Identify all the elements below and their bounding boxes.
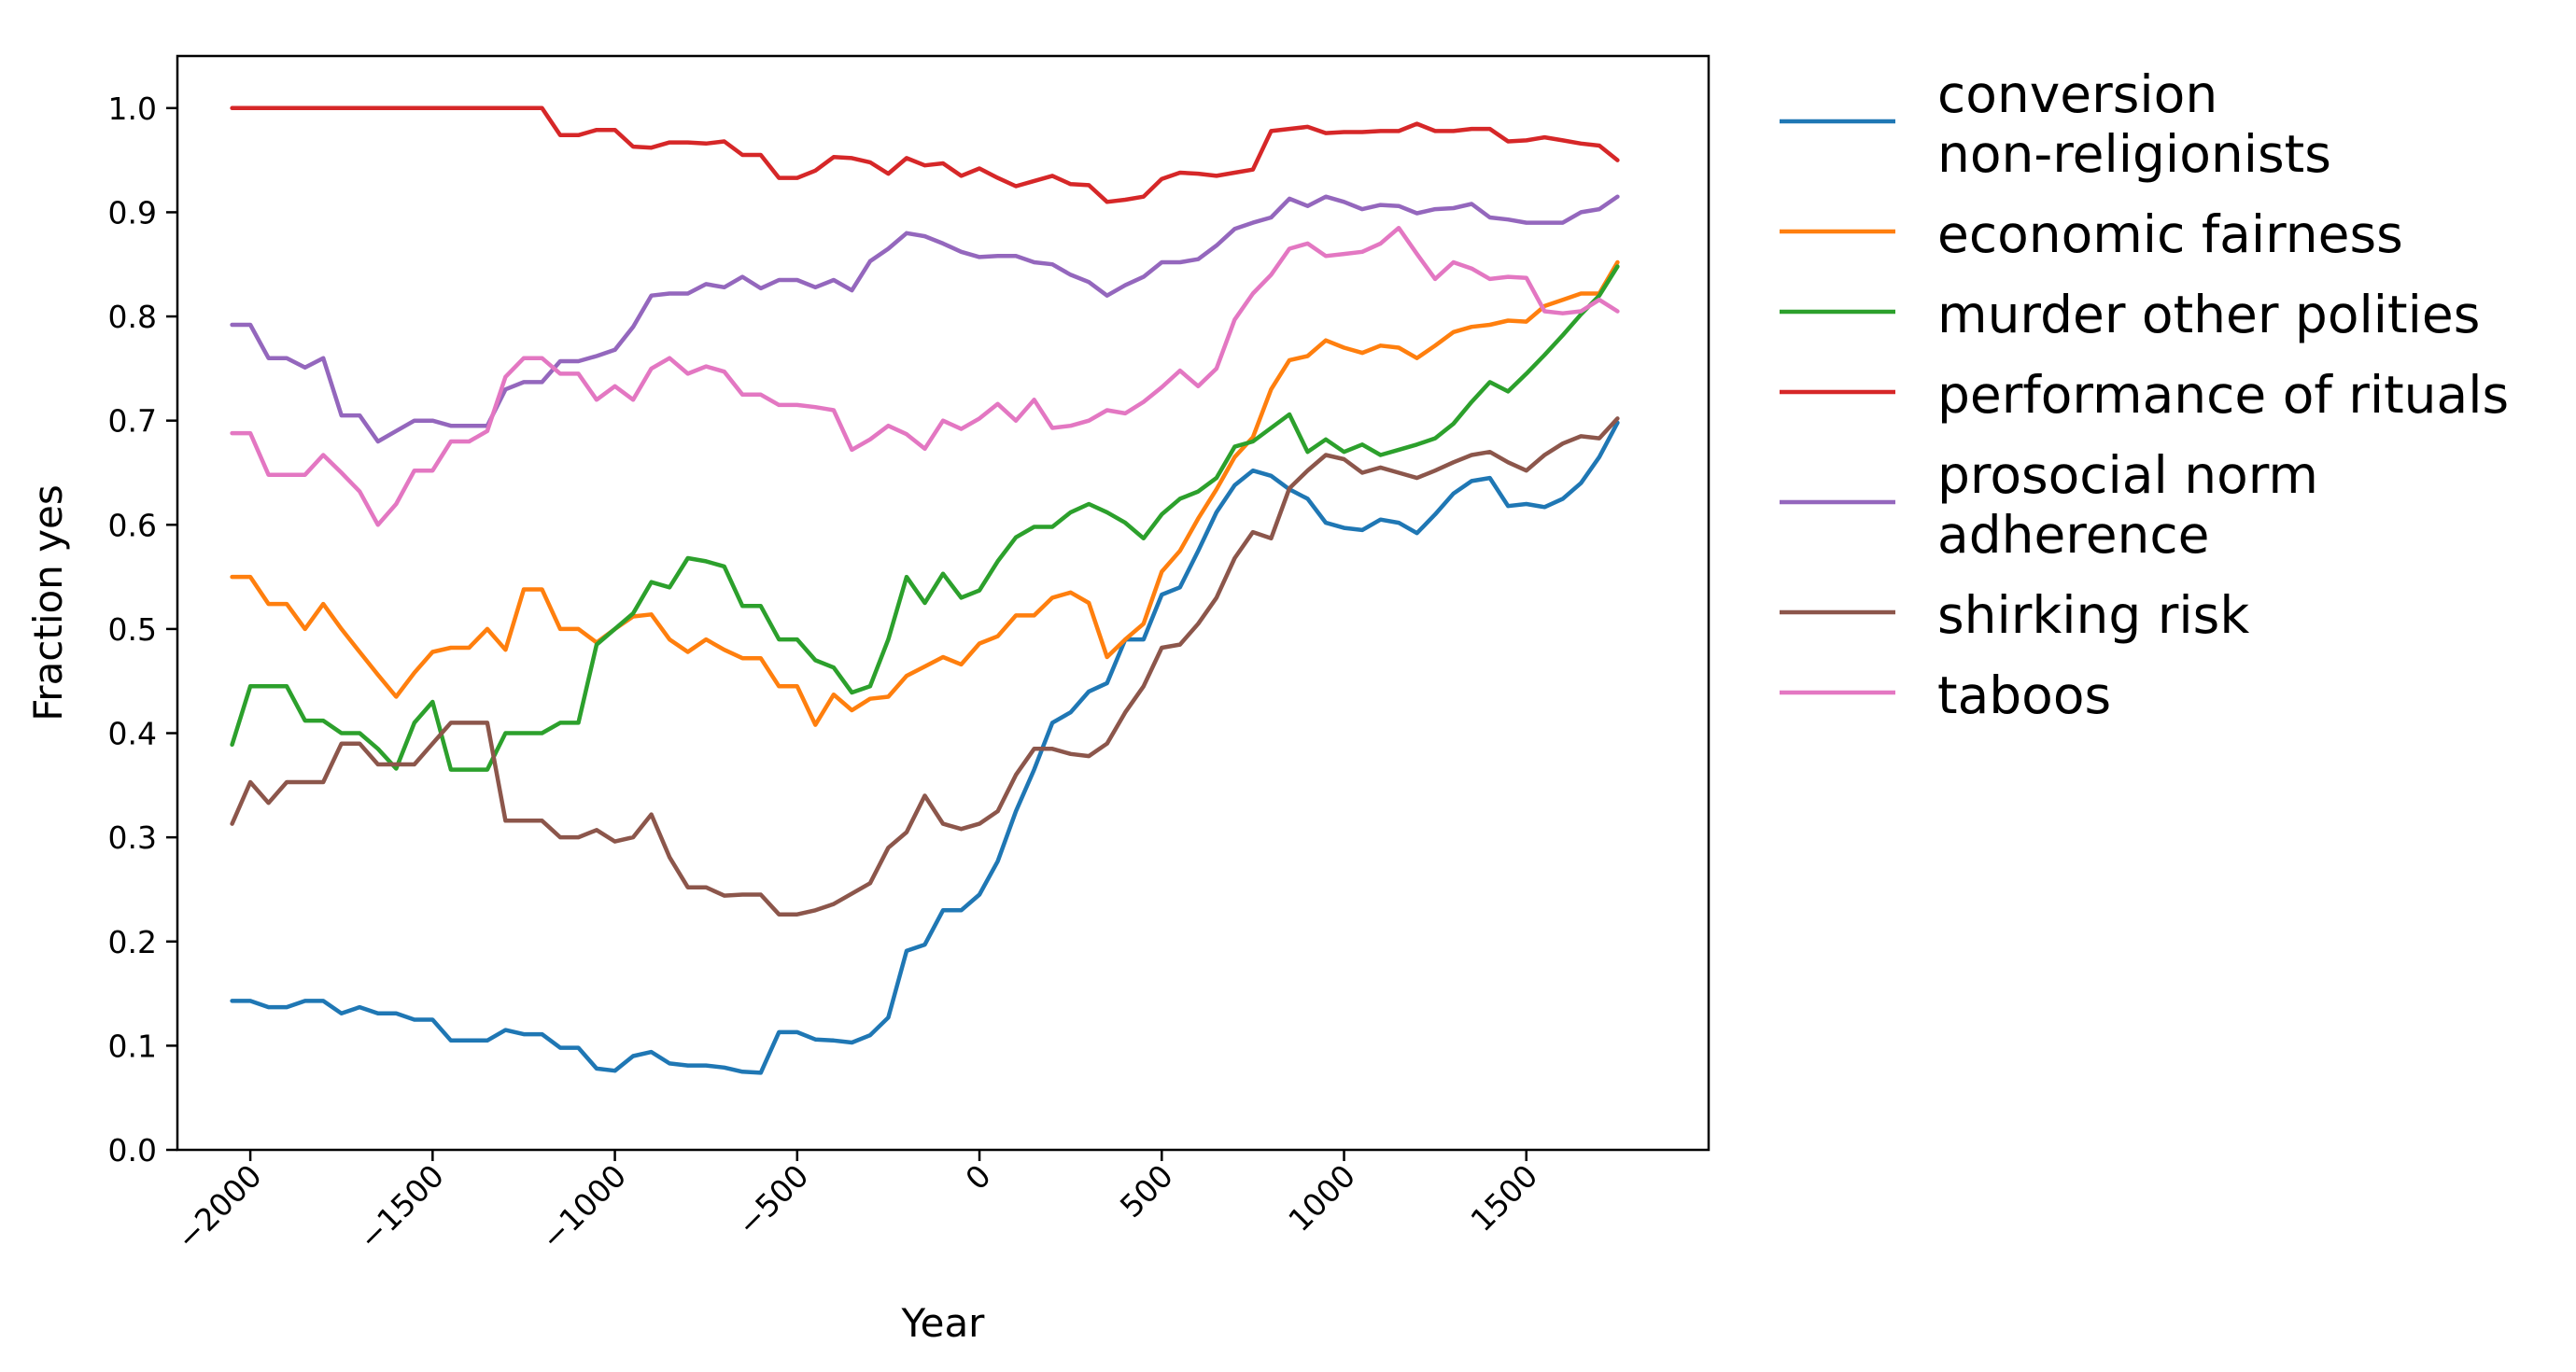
legend-label-7: taboos: [1937, 665, 2111, 725]
legend: conversion non-religionists economic fairn…: [1780, 64, 2509, 725]
legend-label-1: conversion non-religionists: [1937, 64, 2331, 184]
y-tick-label: 0.2: [108, 924, 157, 960]
legend-label-6: shirking risk: [1937, 585, 2249, 645]
x-tick-label: 1500: [1463, 1157, 1544, 1239]
series-line-1: [230, 420, 1620, 1075]
legend-label-3: murder other polities: [1937, 285, 2480, 344]
y-tick-label: 0.4: [108, 716, 157, 752]
y-tick-label: 0.8: [108, 299, 157, 335]
x-tick-label: 0: [958, 1157, 997, 1197]
x-tick-label: 1000: [1281, 1157, 1362, 1239]
y-axis-title: Fraction yes: [25, 484, 71, 721]
series-line-2: [230, 259, 1620, 727]
plot-frame: [176, 54, 1710, 1152]
x-axis-title: Year: [901, 1300, 986, 1346]
y-tick-label: 0.0: [108, 1132, 157, 1169]
x-tick-label: −2000: [169, 1157, 269, 1257]
y-tick-label: 0.1: [108, 1028, 157, 1064]
y-tick-label: 0.7: [108, 403, 157, 440]
legend-label-5: prosocial norm adherence: [1937, 445, 2318, 565]
x-tick-label: −500: [730, 1157, 816, 1243]
x-tick-label: 500: [1113, 1157, 1180, 1225]
y-tick-label: 0.5: [108, 611, 157, 648]
y-tick-label: 0.6: [108, 507, 157, 543]
legend-label-4: performance of rituals: [1937, 365, 2509, 425]
series-line-6: [230, 416, 1620, 917]
plot-lines: [230, 105, 1620, 1075]
series-line-5: [230, 194, 1620, 444]
x-tick-label: −1500: [351, 1157, 451, 1257]
x-axis: −2000 −1500 −1000 −500 0 500 1000 1500: [169, 1150, 1544, 1257]
y-tick-label: 0.9: [108, 194, 157, 231]
y-tick-label: 0.3: [108, 819, 157, 856]
series-line-3: [230, 264, 1620, 772]
series-line-4: [230, 105, 1620, 204]
y-axis: 0.0 0.1 0.2 0.3 0.4 0.5 0.6 0.7 0.8 0.9 1.0: [108, 91, 177, 1169]
series-line-7: [230, 225, 1620, 527]
legend-label-2: economic fairness: [1937, 204, 2403, 264]
x-tick-label: −1000: [534, 1157, 634, 1257]
y-tick-label: 1.0: [108, 91, 157, 127]
